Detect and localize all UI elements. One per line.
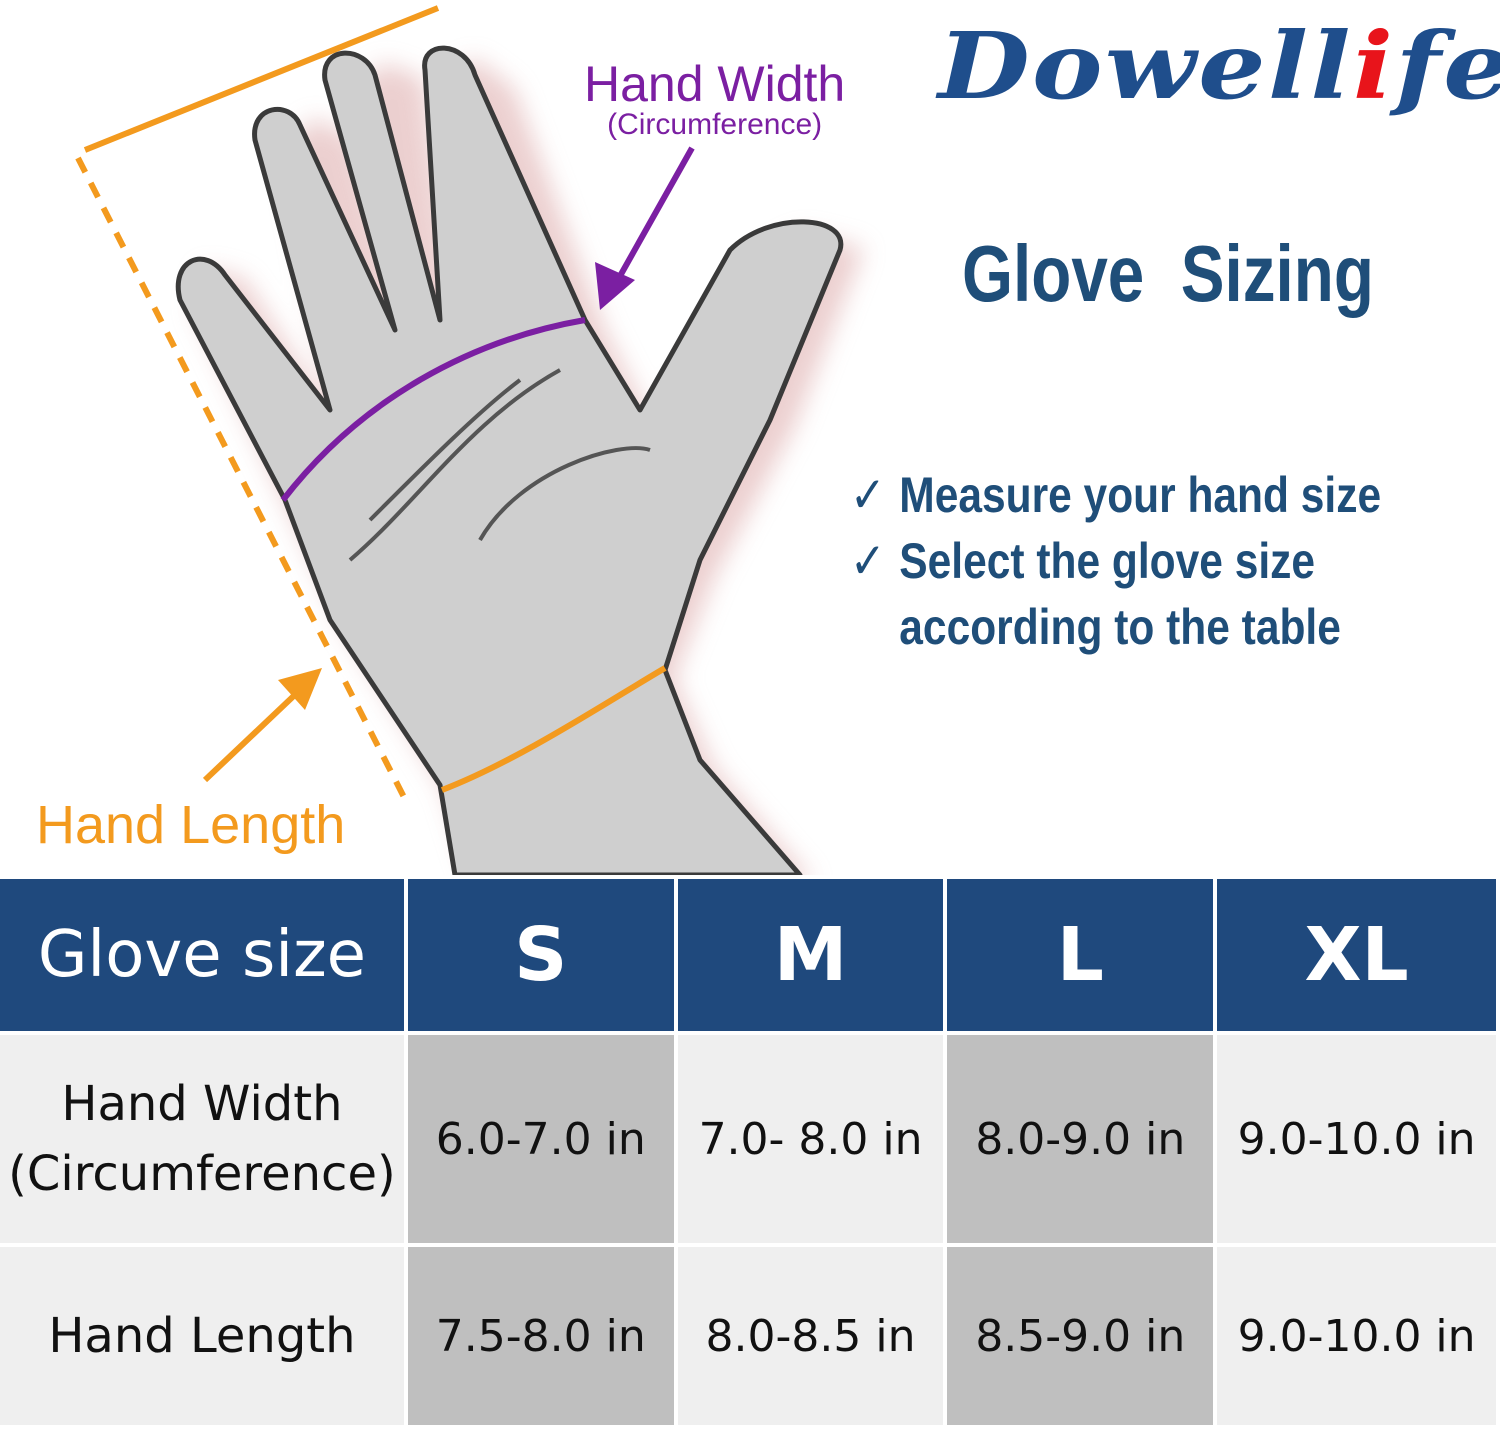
header-size-l: L (947, 879, 1214, 1031)
table-row: Hand Width (Circumference) 6.0-7.0 in 7.0… (0, 1035, 1496, 1243)
list-item-continuation: according to the table (850, 594, 1381, 660)
list-item-text: Measure your hand size (899, 467, 1382, 523)
size-table: Glove size S M L XL Hand Width (Circumfer… (0, 875, 1500, 1429)
checkmark-icon: ✓ (850, 467, 886, 523)
hand-width-text: Hand Width (584, 56, 846, 112)
hand-shape (175, 45, 844, 875)
hand-width-label: Hand Width (Circumference) (584, 58, 845, 140)
length-measure-top-line (83, 5, 440, 153)
hand-illustration (75, 5, 864, 875)
list-item-text: Select the glove size (899, 533, 1316, 589)
circumference-text: (Circumference) (607, 108, 823, 141)
hand-length-label: Hand Length (36, 795, 346, 855)
page-title: Glove Sizing (962, 229, 1374, 318)
length-arrow-head-icon (278, 668, 322, 710)
header-size-s: S (407, 879, 674, 1031)
table-cell: 9.0-10.0 in (1217, 1247, 1496, 1425)
list-item-text: according to the table (899, 599, 1341, 655)
header-size-m: M (677, 879, 944, 1031)
width-arrow-line (612, 146, 695, 287)
table-cell: 7.0- 8.0 in (677, 1035, 944, 1243)
table-cell: 9.0-10.0 in (1217, 1035, 1496, 1243)
table-cell: 8.5-9.0 in (947, 1247, 1214, 1425)
brand-logo: Dowellife (938, 12, 1500, 120)
wrist-measure-line (440, 665, 667, 793)
width-arrow-head-icon (595, 262, 635, 310)
width-measure-line (280, 317, 586, 502)
length-arrow-line (202, 687, 303, 783)
row-label-text: Hand Width (61, 1076, 343, 1132)
instructions-list: ✓ Measure your hand size ✓ Select the glov… (850, 462, 1381, 660)
header-glove-size: Glove size (0, 879, 404, 1031)
list-item: ✓ Select the glove size (850, 528, 1381, 594)
table-cell: 8.0-8.5 in (677, 1247, 944, 1425)
table-cell: 8.0-9.0 in (947, 1035, 1214, 1243)
table-row: Hand Length 7.5-8.0 in 8.0-8.5 in 8.5-9.… (0, 1247, 1496, 1425)
row-label-subtext: (Circumference) (8, 1146, 396, 1202)
list-item: ✓ Measure your hand size (850, 462, 1381, 528)
row-label-hand-width: Hand Width (Circumference) (0, 1035, 404, 1243)
checkmark-icon: ✓ (850, 533, 886, 589)
table-cell: 6.0-7.0 in (407, 1035, 674, 1243)
palm-crease (348, 368, 651, 562)
table-header-row: Glove size S M L XL (0, 879, 1496, 1031)
row-label-hand-length: Hand Length (0, 1247, 404, 1425)
header-size-xl: XL (1217, 879, 1496, 1031)
table-cell: 7.5-8.0 in (407, 1247, 674, 1425)
length-measure-dashed-line (75, 156, 411, 807)
